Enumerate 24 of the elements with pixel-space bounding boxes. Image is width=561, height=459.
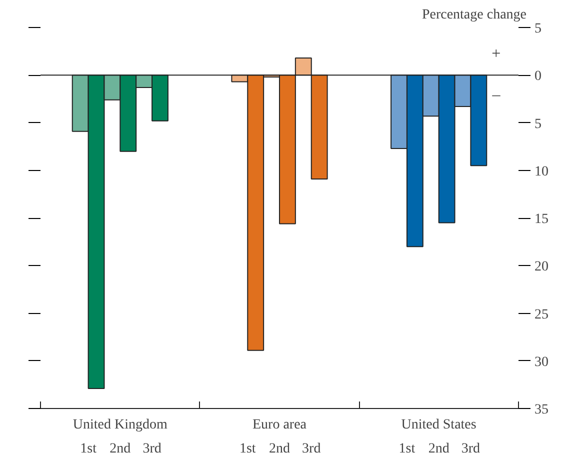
text: 2nd <box>110 442 131 456</box>
y-tick-label: 5 <box>534 116 542 132</box>
y-tick-label: 20 <box>534 260 548 275</box>
text: 3rd <box>461 442 480 456</box>
y-axis-title: Percentage change <box>422 8 527 22</box>
y-tick-label: 10 <box>534 164 548 180</box>
y-tick-label: 0 <box>534 69 542 84</box>
text: 1st <box>398 442 416 456</box>
x-tick-label: United Kingdom <box>72 418 168 432</box>
text: 1st <box>239 442 256 456</box>
annotation: + <box>492 46 501 63</box>
annotation: – <box>491 86 502 104</box>
text: 3rd <box>142 442 162 456</box>
text: 2nd <box>428 442 450 456</box>
y-tick-label: 5 <box>534 22 542 36</box>
x-tick-label: Euro area <box>252 418 308 432</box>
y-tick-label: 30 <box>534 354 548 370</box>
text: 3rd <box>302 442 321 456</box>
x-tick-label: United States <box>401 418 476 432</box>
y-tick-label: 25 <box>534 307 548 322</box>
y-tick-label: 35 <box>534 402 548 418</box>
text: 2nd <box>269 442 290 456</box>
y-tick-label: 15 <box>534 212 548 227</box>
text: 1st <box>80 442 97 456</box>
